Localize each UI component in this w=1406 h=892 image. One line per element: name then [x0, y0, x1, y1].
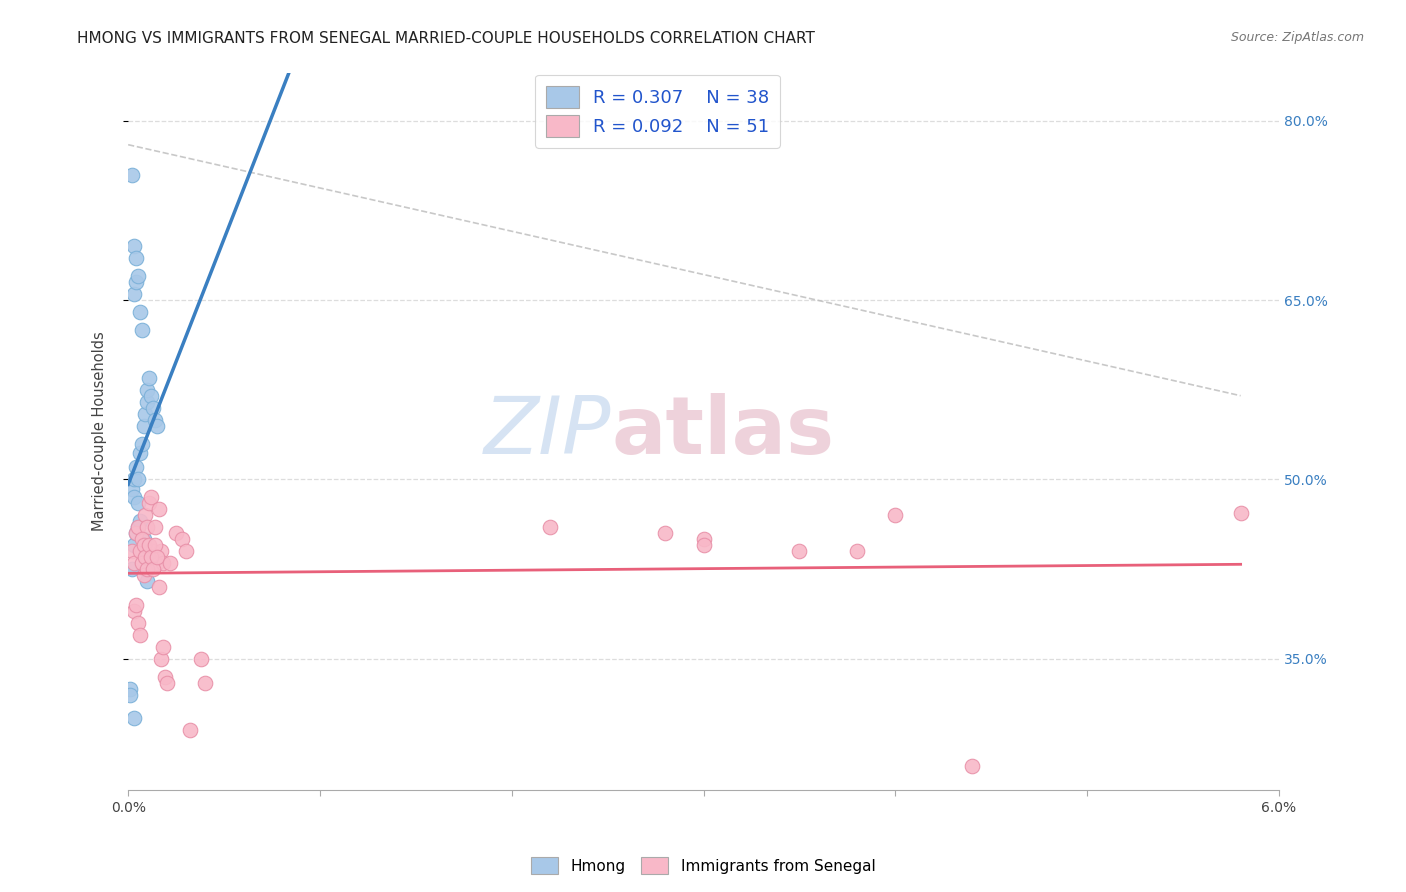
Point — [789, 544, 811, 558]
Point — [128, 628, 150, 642]
Point — [125, 460, 148, 475]
Point — [131, 436, 153, 450]
Point — [148, 502, 170, 516]
Point — [146, 556, 169, 570]
Point — [654, 526, 676, 541]
Point — [692, 532, 714, 546]
Point — [128, 544, 150, 558]
Point — [142, 562, 165, 576]
Point — [149, 651, 172, 665]
Text: atlas: atlas — [612, 392, 835, 471]
Point — [190, 651, 212, 665]
Point — [121, 562, 143, 576]
Point — [132, 550, 155, 565]
Point — [127, 520, 149, 534]
Point — [152, 640, 174, 654]
Point — [122, 711, 145, 725]
Point — [122, 491, 145, 505]
Point — [136, 383, 159, 397]
Legend: R = 0.307    N = 38, R = 0.092    N = 51: R = 0.307 N = 38, R = 0.092 N = 51 — [536, 75, 780, 148]
Point — [136, 574, 159, 588]
Point — [136, 520, 159, 534]
Point — [138, 538, 160, 552]
Point — [128, 514, 150, 528]
Point — [143, 412, 166, 426]
Point — [134, 407, 156, 421]
Point — [165, 526, 187, 541]
Point — [884, 508, 907, 523]
Point — [125, 526, 148, 541]
Legend: Hmong, Immigrants from Senegal: Hmong, Immigrants from Senegal — [524, 851, 882, 880]
Point — [131, 323, 153, 337]
Point — [122, 472, 145, 486]
Point — [127, 496, 149, 510]
Point — [846, 544, 869, 558]
Point — [1229, 506, 1251, 520]
Point — [538, 520, 561, 534]
Point — [142, 544, 165, 558]
Point — [121, 168, 143, 182]
Point — [179, 723, 201, 738]
Point — [125, 526, 148, 541]
Point — [134, 550, 156, 565]
Point — [136, 394, 159, 409]
Point — [120, 688, 142, 702]
Point — [131, 556, 153, 570]
Point — [131, 544, 153, 558]
Point — [127, 269, 149, 284]
Point — [143, 538, 166, 552]
Point — [125, 598, 148, 612]
Point — [127, 520, 149, 534]
Point — [122, 239, 145, 253]
Point — [136, 562, 159, 576]
Point — [125, 275, 148, 289]
Point — [127, 472, 149, 486]
Point — [143, 520, 166, 534]
Point — [122, 538, 145, 552]
Point — [194, 675, 217, 690]
Point — [141, 491, 163, 505]
Point — [131, 532, 153, 546]
Point — [122, 604, 145, 618]
Point — [134, 508, 156, 523]
Point — [155, 675, 177, 690]
Point — [125, 252, 148, 266]
Y-axis label: Married-couple Households: Married-couple Households — [93, 332, 107, 532]
Point — [170, 532, 193, 546]
Point — [127, 615, 149, 630]
Point — [122, 287, 145, 301]
Point — [128, 305, 150, 319]
Point — [132, 418, 155, 433]
Point — [141, 550, 163, 565]
Text: Source: ZipAtlas.com: Source: ZipAtlas.com — [1230, 31, 1364, 45]
Point — [141, 389, 163, 403]
Point — [132, 568, 155, 582]
Point — [146, 418, 169, 433]
Point — [120, 681, 142, 696]
Point — [692, 538, 714, 552]
Text: HMONG VS IMMIGRANTS FROM SENEGAL MARRIED-COUPLE HOUSEHOLDS CORRELATION CHART: HMONG VS IMMIGRANTS FROM SENEGAL MARRIED… — [77, 31, 815, 46]
Point — [142, 401, 165, 415]
Point — [121, 544, 143, 558]
Point — [122, 556, 145, 570]
Point — [960, 759, 983, 773]
Point — [153, 670, 176, 684]
Point — [132, 532, 155, 546]
Point — [132, 538, 155, 552]
Point — [149, 544, 172, 558]
Point — [138, 496, 160, 510]
Point — [174, 544, 197, 558]
Point — [148, 580, 170, 594]
Point — [128, 446, 150, 460]
Point — [152, 556, 174, 570]
Point — [146, 550, 169, 565]
Text: ZIP: ZIP — [484, 392, 612, 471]
Point — [138, 371, 160, 385]
Point — [159, 556, 181, 570]
Point — [134, 562, 156, 576]
Point — [121, 482, 143, 496]
